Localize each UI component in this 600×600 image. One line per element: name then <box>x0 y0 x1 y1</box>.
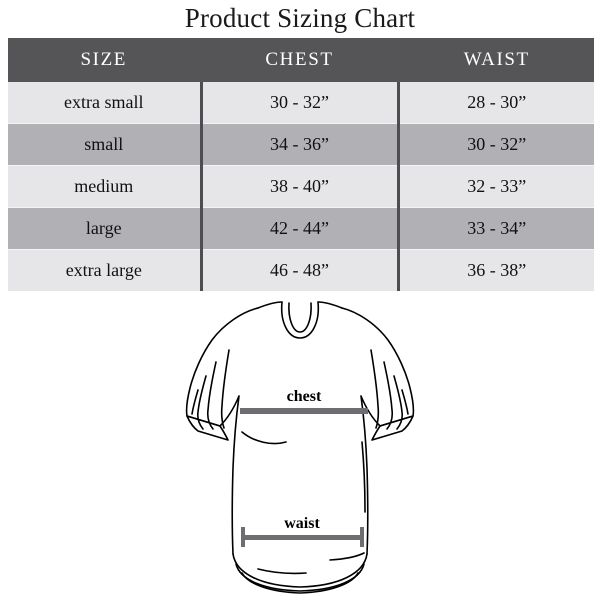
cell-size: extra large <box>8 249 203 291</box>
cell-waist: 28 - 30” <box>398 82 594 124</box>
cell-chest: 38 - 40” <box>201 165 400 208</box>
chest-measurement-label: chest <box>286 388 322 405</box>
table-row: medium 38 - 40” 32 - 33” <box>8 165 594 208</box>
table-row: large 42 - 44” 33 - 34” <box>8 207 594 250</box>
table-row: small 34 - 36” 30 - 32” <box>8 123 594 166</box>
cell-waist: 36 - 38” <box>398 249 594 291</box>
cell-size: extra small <box>8 82 203 124</box>
table-row: extra small 30 - 32” 28 - 30” <box>8 82 594 124</box>
chest-measurement-bar <box>240 408 368 414</box>
tshirt-diagram <box>150 292 450 597</box>
cell-chest: 30 - 32” <box>201 82 400 124</box>
table-body: extra small 30 - 32” 28 - 30” small 34 -… <box>8 82 594 291</box>
sizing-table: SIZE CHEST WAIST extra small 30 - 32” 28… <box>8 38 594 291</box>
table-header: SIZE CHEST WAIST <box>8 38 594 82</box>
tshirt-outline-icon <box>185 301 415 594</box>
cell-chest: 34 - 36” <box>201 123 400 166</box>
column-header-size: SIZE <box>8 38 203 82</box>
table-header-row: SIZE CHEST WAIST <box>8 38 594 82</box>
cell-waist: 32 - 33” <box>398 165 594 208</box>
column-header-waist: WAIST <box>398 38 594 82</box>
cell-size: medium <box>8 165 203 208</box>
page-title: Product Sizing Chart <box>184 3 416 33</box>
waist-measurement-label: waist <box>284 515 320 532</box>
cell-size: small <box>8 123 203 166</box>
waist-measurement-cap-right <box>360 527 364 547</box>
table-row: extra large 46 - 48” 36 - 38” <box>8 249 594 291</box>
cell-chest: 42 - 44” <box>201 207 400 250</box>
cell-waist: 33 - 34” <box>398 207 594 250</box>
cell-size: large <box>8 207 203 250</box>
cell-waist: 30 - 32” <box>398 123 594 166</box>
column-header-chest: CHEST <box>201 38 400 82</box>
cell-chest: 46 - 48” <box>201 249 400 291</box>
waist-measurement-bar <box>243 535 362 540</box>
